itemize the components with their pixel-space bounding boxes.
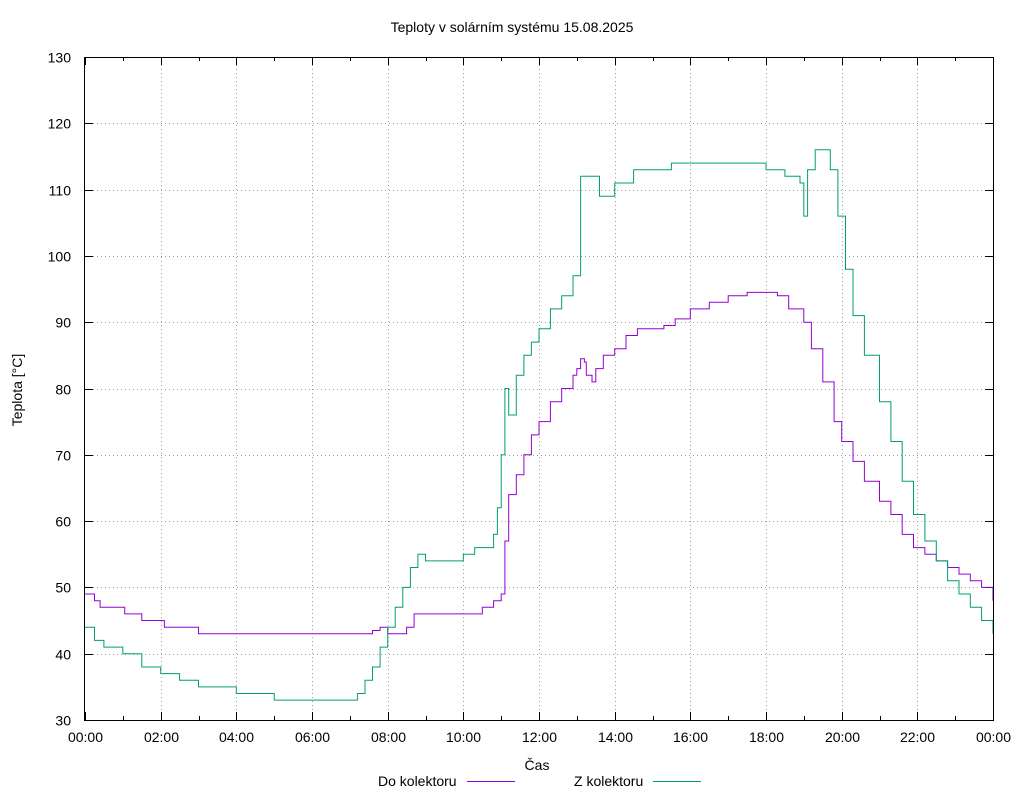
legend-swatch-do-kolektoru <box>466 780 515 782</box>
x-tick-label: 06:00 <box>295 729 330 745</box>
x-tick-label: 04:00 <box>219 729 254 745</box>
series-line-do-kolektoru <box>85 291 994 635</box>
y-tick-label: 60 <box>55 514 71 530</box>
x-tick-label: 00:00 <box>976 729 1011 745</box>
axis-ticks <box>85 57 994 721</box>
legend-item-z-kolektoru: Z kolektoru <box>574 773 702 789</box>
x-tick-label: 14:00 <box>598 729 633 745</box>
x-axis-label: Čas <box>524 757 550 773</box>
legend-label-do-kolektoru: Do kolektoru <box>378 773 457 789</box>
y-tick-label: 30 <box>55 713 71 729</box>
legend-label-z-kolektoru: Z kolektoru <box>574 773 644 789</box>
x-tick-label: 02:00 <box>144 729 179 745</box>
series-line-z-kolektoru <box>85 149 994 701</box>
x-tick-label: 16:00 <box>673 729 708 745</box>
x-tick-label: 12:00 <box>522 729 557 745</box>
x-tick-label: 22:00 <box>900 729 935 745</box>
y-tick-label: 120 <box>48 116 72 132</box>
y-axis-label: Teplota [°C] <box>9 353 25 427</box>
y-tick-label: 90 <box>55 315 71 331</box>
y-tick-label: 80 <box>55 382 71 398</box>
y-tick-label: 50 <box>55 580 71 596</box>
y-tick-label: 100 <box>48 249 72 265</box>
legend-swatch-z-kolektoru <box>653 780 702 782</box>
x-tick-label: 20:00 <box>825 729 860 745</box>
y-tick-label: 40 <box>55 647 71 663</box>
tick-labels: 30 40 50 60 70 80 90 100 110 120 130 00:00 02:00 04:0… <box>48 50 1012 746</box>
x-tick-label: 10:00 <box>446 729 481 745</box>
x-tick-label: 18:00 <box>749 729 784 745</box>
series-layer <box>85 149 994 701</box>
y-tick-label: 110 <box>49 183 72 199</box>
x-tick-label: 08:00 <box>371 729 406 745</box>
x-tick-label: 00:00 <box>68 729 103 745</box>
y-tick-label: 130 <box>48 50 72 66</box>
y-tick-label: 70 <box>55 448 71 464</box>
plot-frame <box>84 57 994 721</box>
legend-item-do-kolektoru: Do kolektoru <box>378 773 515 789</box>
chart-title: Teploty v solárním systému 15.08.2025 <box>390 19 634 35</box>
grid-lines <box>85 57 993 720</box>
